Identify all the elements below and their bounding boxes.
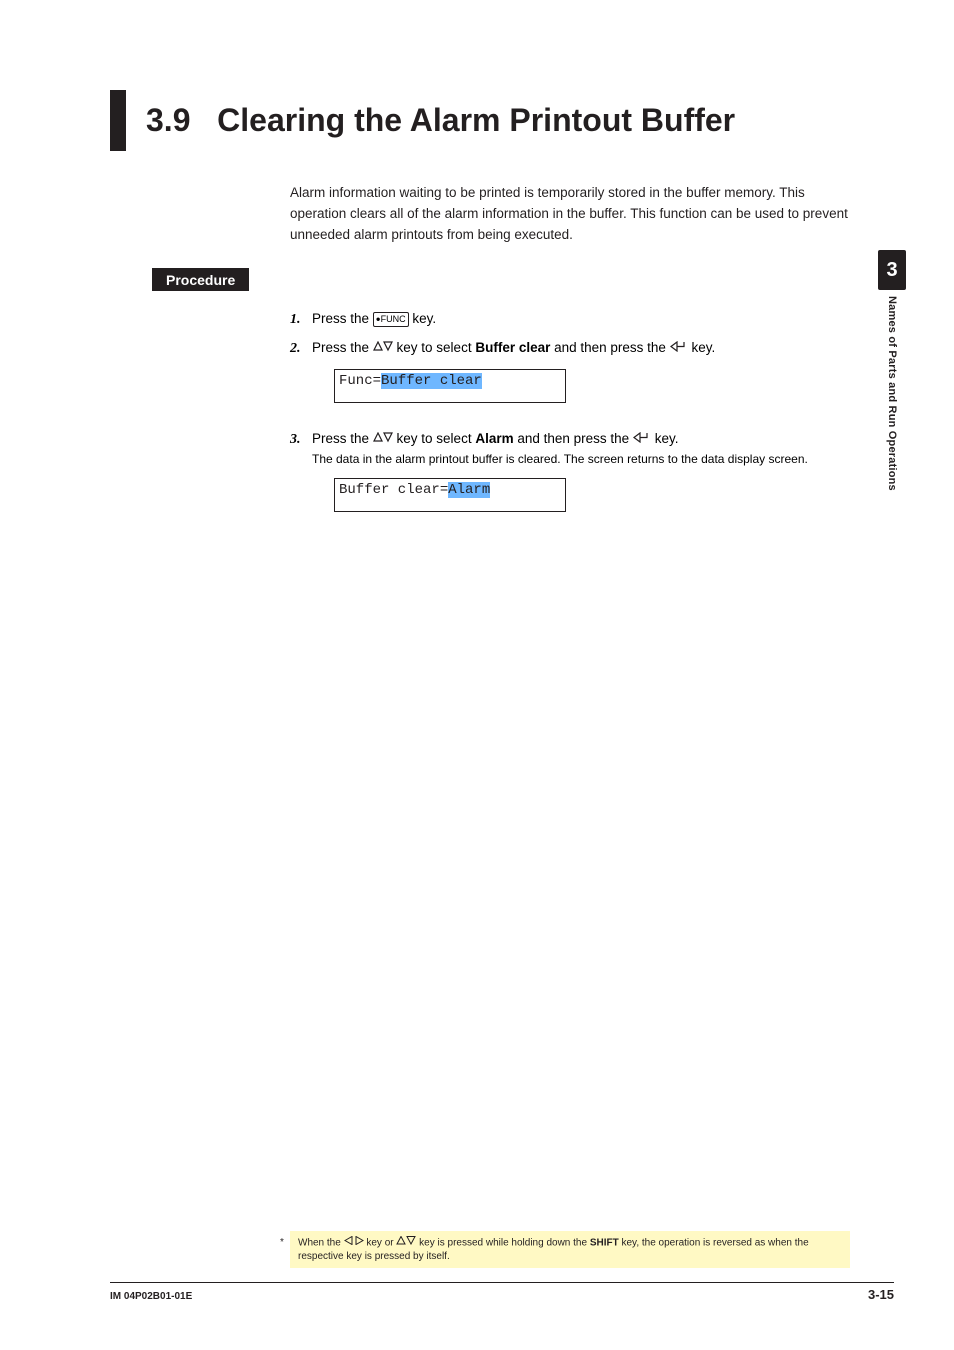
heading-number: 3.9 xyxy=(146,102,190,138)
leftright-icon xyxy=(344,1236,364,1250)
step-body: Press the key to select Alarm and then p… xyxy=(312,429,870,530)
screen-text: Func= xyxy=(339,373,381,389)
step-bold: Alarm xyxy=(475,431,513,446)
heading-bar xyxy=(110,90,126,151)
step-text: Press the xyxy=(312,431,373,446)
func-key-label: FUNC xyxy=(381,314,406,324)
heading-title: Clearing the Alarm Printout Buffer xyxy=(217,102,735,138)
screen-display: Buffer clear=Alarm xyxy=(334,478,566,512)
footnote-mark: * xyxy=(280,1236,284,1250)
intro-paragraph: Alarm information waiting to be printed … xyxy=(290,183,860,246)
screen-highlight: Buffer clear xyxy=(381,373,482,389)
side-tab: 3 Names of Parts and Run Operations xyxy=(878,250,906,491)
step-text: key to select xyxy=(393,431,476,446)
step-subtext: The data in the alarm printout buffer is… xyxy=(312,450,870,468)
screen-display: Func=Buffer clear xyxy=(334,369,566,403)
step-number: 3. xyxy=(290,429,312,451)
footnote-text: key is pressed while holding down the xyxy=(416,1237,589,1248)
section-heading: 3.9 Clearing the Alarm Printout Buffer xyxy=(110,90,894,151)
footnote-text: When the xyxy=(298,1237,344,1248)
footer-doc-id: IM 04P02B01-01E xyxy=(110,1291,192,1302)
enter-icon xyxy=(633,429,651,450)
func-key-icon: ●FUNC xyxy=(373,312,409,327)
step-text: key. xyxy=(688,340,716,355)
step-3: 3. Press the key to select Alarm and the… xyxy=(290,429,870,530)
footer-page-number: 3-15 xyxy=(868,1287,894,1302)
step-body: Press the ●FUNC key. xyxy=(312,309,870,330)
step-text: and then press the xyxy=(550,340,669,355)
steps-list: 1. Press the ●FUNC key. 2. Press the key… xyxy=(290,309,870,530)
footnote-bold: SHIFT xyxy=(590,1237,619,1248)
step-number: 1. xyxy=(290,309,312,331)
enter-icon xyxy=(670,338,688,359)
screen-highlight: Alarm xyxy=(448,482,490,498)
footnote: * When the key or key is pressed while h… xyxy=(290,1231,850,1268)
step-text: key. xyxy=(409,311,437,326)
step-text: key. xyxy=(651,431,679,446)
step-2: 2. Press the key to select Buffer clear … xyxy=(290,338,870,421)
step-number: 2. xyxy=(290,338,312,360)
step-text: and then press the xyxy=(514,431,633,446)
chapter-number-tab: 3 xyxy=(878,250,906,290)
updown-icon xyxy=(373,429,393,450)
procedure-label: Procedure xyxy=(152,268,249,291)
footer-rule xyxy=(110,1282,894,1283)
step-text: Press the xyxy=(312,340,373,355)
updown-icon xyxy=(396,1236,416,1250)
step-body: Press the key to select Buffer clear and… xyxy=(312,338,870,421)
screen-text: Buffer clear= xyxy=(339,482,448,498)
step-text: Press the xyxy=(312,311,373,326)
step-bold: Buffer clear xyxy=(475,340,550,355)
step-text: key to select xyxy=(393,340,476,355)
chapter-title-vertical: Names of Parts and Run Operations xyxy=(886,296,898,491)
step-1: 1. Press the ●FUNC key. xyxy=(290,309,870,331)
page: 3.9 Clearing the Alarm Printout Buffer A… xyxy=(0,0,954,1350)
heading-text: 3.9 Clearing the Alarm Printout Buffer xyxy=(146,90,735,151)
footnote-text: key or xyxy=(364,1237,397,1248)
updown-icon xyxy=(373,338,393,359)
